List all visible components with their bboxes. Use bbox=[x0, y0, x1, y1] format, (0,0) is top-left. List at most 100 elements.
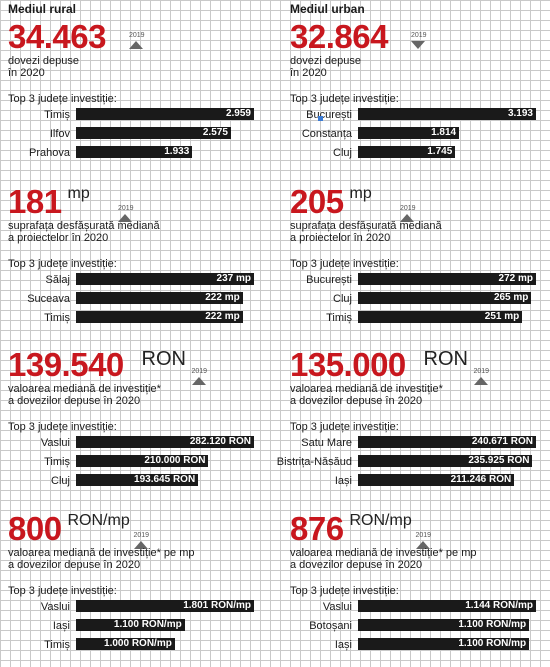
description-line-2: a dovezilor depuse în 2020 bbox=[8, 559, 141, 571]
headline-value: 205 bbox=[290, 183, 344, 220]
trend-up-icon bbox=[191, 377, 206, 385]
bar: 237 mp bbox=[76, 273, 254, 285]
headline-value: 34.463 bbox=[8, 18, 106, 55]
bar-category-label: Timiș bbox=[44, 312, 70, 324]
bar-row: Timiș 210.000 RON bbox=[0, 455, 270, 469]
bar: 265 mp bbox=[358, 292, 532, 304]
headline-unit: RON/mp bbox=[67, 512, 130, 529]
bar-category-label: Sălaj bbox=[45, 274, 70, 286]
stat-block-rural-3: 800 RON/mp 2019 valoarea mediană de investi… bbox=[0, 512, 270, 662]
bar-category-label: Iași bbox=[52, 620, 70, 632]
headline-value: 876 bbox=[290, 510, 344, 547]
description-line-1: valoarea mediană de investiție* pe mp bbox=[290, 547, 477, 559]
bar-value-label: 265 mp bbox=[493, 292, 529, 303]
bar-row: Satu Mare 240.671 RON bbox=[282, 436, 550, 450]
trend-down-icon bbox=[411, 41, 425, 49]
bar: 1.100 RON/mp bbox=[358, 638, 530, 650]
bar-row: Iași 1.100 RON/mp bbox=[282, 638, 550, 652]
bar-category-label: Botoșani bbox=[309, 620, 352, 632]
bar-value-label: 222 mp bbox=[205, 292, 240, 303]
bar: 211.246 RON bbox=[358, 474, 515, 486]
bar-row: București 272 mp bbox=[282, 273, 550, 287]
bar-row: Timiș 251 mp bbox=[282, 311, 550, 325]
bar: 1.933 bbox=[76, 146, 193, 158]
bar-value-label: 1.144 RON/mp bbox=[465, 600, 533, 611]
stat-block-urban-2: 135.000 RON 2019 valoarea mediană de invest… bbox=[277, 346, 550, 498]
headline-value: 135.000 bbox=[290, 346, 406, 383]
bar-row: Botoșani 1.100 RON/mp bbox=[282, 619, 550, 633]
bar: 1.100 RON/mp bbox=[358, 619, 530, 631]
bar-category-label: Vaslui bbox=[40, 601, 70, 613]
headline-value: 139.540 bbox=[8, 346, 124, 383]
year-2019-label: 2019 bbox=[415, 532, 432, 539]
bar-value-label: 1.801 RON/mp bbox=[183, 600, 251, 611]
trend-up-icon bbox=[129, 41, 143, 49]
stat-block-urban-0: 32.864 2019 dovezi depuse în 2020 Top 3 jude… bbox=[282, 20, 550, 170]
year-2019-label: 2019 bbox=[191, 368, 208, 375]
selection-marker bbox=[318, 116, 323, 121]
bar: 1.000 RON/mp bbox=[76, 638, 175, 650]
description-line-2: a dovezilor depuse în 2020 bbox=[290, 559, 423, 571]
bar-category-label: Constanța bbox=[301, 128, 352, 140]
bar-category-label: Iași bbox=[334, 475, 352, 487]
bar-value-label: 1.100 RON/mp bbox=[458, 638, 527, 649]
bar: 2.575 bbox=[76, 127, 231, 139]
bar: 240.671 RON bbox=[358, 436, 536, 448]
bar-row: Vaslui 282.120 RON bbox=[0, 436, 270, 450]
bar: 282.120 RON bbox=[76, 436, 254, 448]
bar: 272 mp bbox=[358, 273, 536, 285]
description-line-2: a dovezilor depuse în 2020 bbox=[290, 395, 423, 407]
bar-value-label: 2.575 bbox=[202, 127, 228, 138]
bar-category-label: Vaslui bbox=[322, 601, 352, 613]
bar-row: Bistrița-Năsăud 235.925 RON bbox=[277, 455, 550, 469]
bar-category-label: Bistrița-Năsăud bbox=[276, 456, 352, 468]
description-line-1: dovezi depuse bbox=[290, 55, 361, 67]
bar-category-label: București bbox=[306, 109, 352, 121]
rural-column: Mediul rural 34.463 2019 dovezi depuse în 2… bbox=[0, 2, 270, 662]
year-2019-label: 2019 bbox=[129, 32, 145, 39]
bar-row: Iași 1.100 RON/mp bbox=[0, 619, 270, 633]
bar-value-label: 235.925 RON bbox=[468, 455, 530, 466]
bar-category-label: Cluj bbox=[333, 293, 352, 305]
bar: 1.100 RON/mp bbox=[76, 619, 185, 631]
bar-row: Cluj 1.745 bbox=[282, 146, 550, 160]
top3-label: Top 3 județe investiție: bbox=[8, 258, 117, 270]
top3-label: Top 3 județe investiție: bbox=[290, 258, 399, 270]
bar-row: Vaslui 1.144 RON/mp bbox=[282, 600, 550, 614]
bar-row: Ilfov 2.575 bbox=[0, 127, 270, 141]
year-2019-label: 2019 bbox=[400, 205, 416, 212]
bar-value-label: 1.814 bbox=[431, 127, 457, 138]
bar: 251 mp bbox=[358, 311, 523, 323]
bar-value-label: 3.193 bbox=[507, 108, 533, 119]
description-line-1: valoarea mediană de investiție* pe mp bbox=[8, 547, 195, 559]
bar-row: Cluj 265 mp bbox=[282, 292, 550, 306]
description-line-1: valoarea mediană de investiție* bbox=[290, 383, 443, 395]
bar: 1.814 bbox=[358, 127, 460, 139]
bar: 222 mp bbox=[76, 292, 243, 304]
bar-row: Constanța 1.814 bbox=[282, 127, 550, 141]
bar-category-label: Prahova bbox=[29, 147, 70, 159]
bar-category-label: Timiș bbox=[44, 639, 70, 651]
trend-up-icon bbox=[133, 541, 148, 549]
trend-up-icon bbox=[473, 377, 488, 385]
bar-value-label: 1.000 RON/mp bbox=[104, 638, 172, 649]
bar-row: București 3.193 bbox=[282, 108, 550, 122]
bar-row: Timiș 1.000 RON/mp bbox=[0, 638, 270, 652]
bar-value-label: 2.959 bbox=[225, 108, 251, 119]
headline-unit: RON/mp bbox=[349, 512, 412, 529]
bar: 3.193 bbox=[358, 108, 536, 120]
top3-label: Top 3 județe investiție: bbox=[8, 421, 117, 433]
bar-category-label: Suceava bbox=[27, 293, 70, 305]
top3-label: Top 3 județe investiție: bbox=[290, 585, 399, 597]
trend-up-icon bbox=[415, 541, 430, 549]
rural-header: Mediul rural bbox=[8, 2, 77, 16]
bar-row: Suceava 222 mp bbox=[0, 292, 270, 306]
bar-row: Sălaj 237 mp bbox=[0, 273, 270, 287]
year-2019-label: 2019 bbox=[411, 32, 427, 39]
bar-value-label: 211.246 RON bbox=[450, 474, 512, 485]
bar-value-label: 210.000 RON bbox=[144, 455, 206, 466]
description-line-2: a proiectelor în 2020 bbox=[290, 232, 391, 244]
bar: 2.959 bbox=[76, 108, 254, 120]
year-2019-label: 2019 bbox=[118, 205, 134, 212]
description-line-2: în 2020 bbox=[290, 67, 327, 79]
